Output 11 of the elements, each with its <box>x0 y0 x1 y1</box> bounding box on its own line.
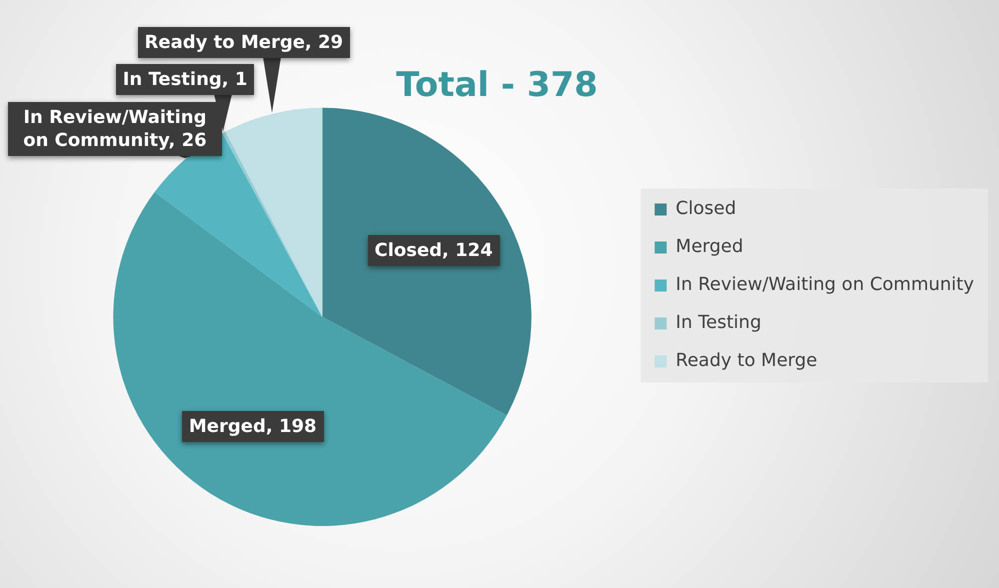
data-label: Closed, 124 <box>368 234 500 266</box>
data-label: Merged, 198 <box>182 410 324 442</box>
legend-label: In Testing <box>676 312 762 334</box>
data-label: Ready to Merge, 29 <box>138 27 350 58</box>
data-label: In Review/Waiting on Community, 26 <box>8 102 222 156</box>
text: Total - 378 <box>396 65 598 106</box>
data-label: In Testing, 1 <box>116 64 254 96</box>
legend-label: Ready to Merge <box>676 350 818 372</box>
legend-label: In Review/Waiting on Community <box>676 274 974 296</box>
legend-label: Merged <box>676 236 744 258</box>
legend-label: Closed <box>676 198 736 220</box>
